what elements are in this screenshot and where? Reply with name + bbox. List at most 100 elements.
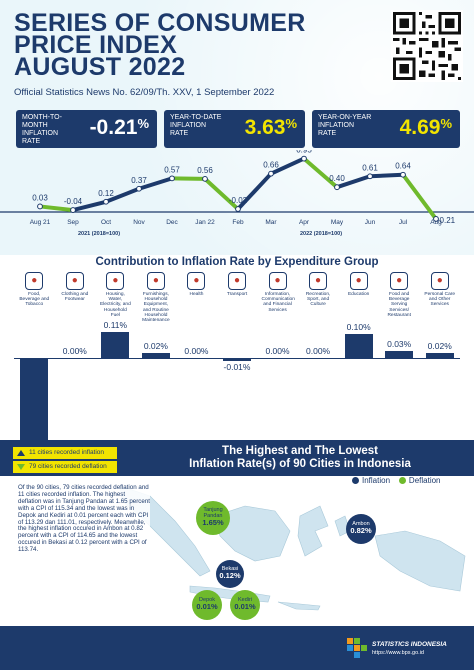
cities-title-line-2: Inflation Rate(s) of 90 Cities in Indone… [189, 458, 411, 470]
contribution-bar [223, 359, 251, 362]
bps-logo-icon [347, 638, 367, 658]
x-tick-label: Mar [265, 219, 277, 226]
category-personal-care: ● Personal Care and Other Services [424, 272, 456, 308]
contribution-value: 0.11% [103, 319, 128, 330]
line-segment [104, 186, 141, 204]
kpi-month-to-month: MONTH-TO-MONTH INFLATION RATE -0.21% [16, 110, 157, 148]
category-phone: ● Information, Communication and Financia… [261, 272, 295, 313]
page-title: SERIES OF CONSUMER PRICE INDEX AUGUST 20… [14, 9, 344, 81]
title-line-2: PRICE INDEX [14, 31, 178, 59]
x-tick-label: Jan 22 [195, 219, 215, 226]
x-tick-label: Apr [299, 219, 310, 226]
data-point [367, 173, 373, 180]
kpi-year-to-date: YEAR-TO-DATE INFLATION RATE 3.63% [164, 110, 305, 148]
kpi-year-on-year: YEAR-ON-YEAR INFLATION RATE 4.69% [312, 110, 460, 148]
data-label: 0.40 [329, 174, 345, 183]
category-label: Food, Beverage and Tobacco [19, 292, 50, 308]
contribution-value: 0.00% [265, 346, 290, 356]
category-food: ● Food, Beverage and Tobacco [18, 272, 50, 308]
footer-org-name: STATISTICS INDONESIA [372, 641, 447, 648]
data-point [433, 216, 439, 222]
line-segment [269, 156, 306, 176]
category-recreation: ● Recreation, Sport, and Culture [302, 272, 334, 308]
x-tick-label: Sep [67, 219, 79, 226]
category-label: Clothing and Footwear [61, 292, 89, 303]
kpi-label: INFLATION [170, 122, 207, 129]
contribution-bar [344, 334, 373, 358]
data-label: 0.03 [32, 193, 48, 202]
city-pin-depok[interactable]: Depok 0.01% [192, 590, 222, 620]
contribution-bar [60, 358, 89, 359]
map-legend: Inflation Deflation [352, 476, 441, 485]
category-education: ● Education [343, 272, 375, 297]
data-label: -0.21 [437, 216, 456, 225]
down-triangle-icon [17, 464, 25, 470]
title-line-3: AUGUST 2022 [14, 53, 186, 81]
contribution-value: 0.02% [143, 341, 168, 352]
contribution-bar [385, 350, 414, 358]
contribution-value: 0.00% [184, 346, 209, 356]
cities-title: The Highest and The Lowest Inflation Rat… [180, 445, 420, 471]
contribution-bar [141, 353, 170, 358]
line-segment [71, 199, 108, 213]
deflation-legend-dot [398, 477, 406, 485]
contribution-value: 0.00% [306, 346, 331, 356]
data-label: 0.37 [131, 176, 147, 185]
zero-line [14, 358, 460, 359]
city-pin-kediri[interactable]: Kediri 0.01% [230, 590, 260, 620]
data-point [103, 198, 109, 205]
category-label: Information, Communication and Financial… [261, 292, 295, 313]
footer [0, 626, 474, 670]
x-tick-label: Nov [133, 219, 145, 226]
contribution-title: Contribution to Inflation Rate by Expend… [95, 256, 379, 268]
kpi-label: YEAR-ON-YEAR [318, 114, 372, 121]
up-triangle-icon [17, 450, 25, 456]
category-label: Food and Beverage Serving Services/ Rest… [387, 292, 411, 318]
category-label: Recreation, Sport, and Culture [305, 292, 331, 308]
x-tick-label: Oct [101, 219, 111, 226]
contribution-value: 0.02% [427, 341, 452, 352]
deflation-count-badge: 79 cities recorded deflation [13, 461, 117, 473]
qr-code-icon[interactable] [391, 10, 463, 82]
category-label: Education [347, 292, 370, 297]
data-point [301, 155, 307, 162]
clothing-icon: ● [65, 272, 84, 290]
restaurant-icon: ● [390, 272, 409, 290]
food-icon: ● [25, 272, 44, 290]
monthly-inflation-chart: 0.03 Aug 21 -0.04 Sep 0.12 Oct 0.37 Nov 0.57 Dec 0… [0, 150, 474, 226]
contribution-bar [263, 358, 292, 359]
kpi-label: INFLATION [318, 122, 355, 129]
cities-title-line-1: The Highest and The Lowest [222, 445, 378, 457]
city-pin-ambon[interactable]: Ambon 0.82% [346, 514, 376, 544]
line-segment [236, 171, 273, 212]
base-label-2022: 2022 (2018=100) [300, 231, 343, 237]
data-label: 0.61 [362, 163, 378, 172]
title-line-1: SERIES OF CONSUMER [14, 9, 306, 37]
category-label: Transport [226, 292, 248, 297]
category-restaurant: ● Food and Beverage Serving Services/ Res… [383, 272, 415, 318]
line-segment [335, 174, 372, 190]
kpi-value: 3.63% [244, 116, 297, 139]
kpi-label: MONTH-TO-MONTH [22, 114, 62, 129]
line-segment [203, 176, 240, 212]
city-pin-bekasi[interactable]: Bekasi 0.12% [216, 560, 244, 588]
house-icon: ● [106, 272, 125, 290]
health-icon: ● [187, 272, 206, 290]
contribution-bar [425, 353, 454, 358]
deflation-legend-label: Deflation [408, 476, 441, 485]
category-label: Housing, Water, Electricity, and Househo… [99, 292, 131, 318]
data-label: -0.04 [64, 197, 83, 206]
data-point [37, 203, 43, 210]
kpi-value: 4.69% [399, 116, 452, 139]
data-point [400, 171, 406, 178]
footer-url[interactable]: https://www.bps.go.id [372, 650, 424, 656]
contribution-value: 0.00% [62, 346, 87, 356]
data-point [268, 170, 274, 177]
city-pin-tanjung-pandan[interactable]: Tanjung Pandan 1.65% [196, 501, 230, 535]
inflation-legend-dot [352, 477, 359, 485]
kpi-label: RATE [22, 138, 41, 145]
data-point [70, 207, 76, 213]
contribution-chart: ●Food, Beverage and Tobacco-0.48%●Clothi… [14, 272, 460, 485]
category-label: Health [189, 292, 204, 297]
contribution-bar [182, 358, 211, 359]
